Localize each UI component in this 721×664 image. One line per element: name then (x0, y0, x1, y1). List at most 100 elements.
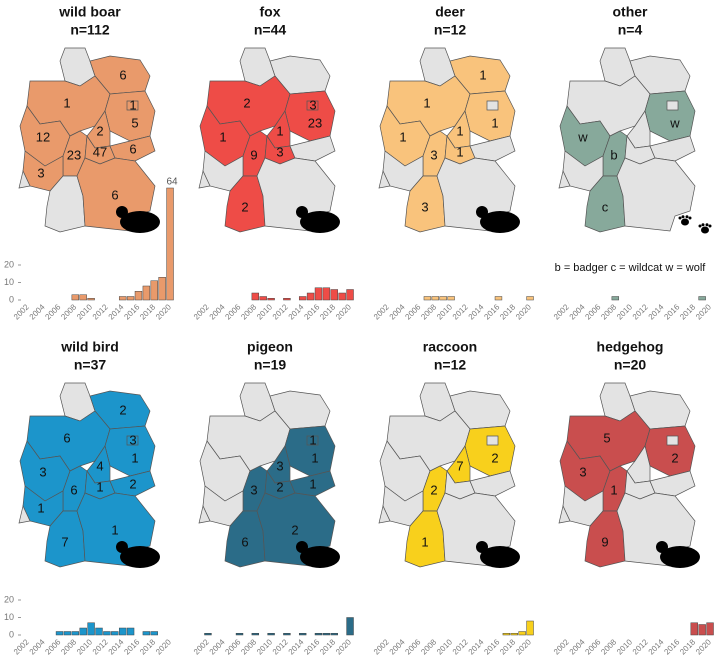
panel-subtitle: n=44 (254, 22, 287, 38)
state (18, 169, 31, 189)
state (558, 504, 571, 524)
bar (706, 622, 714, 636)
state (464, 425, 516, 477)
x-tick-label: 2020 (514, 302, 533, 321)
state-count: 3 (579, 464, 586, 479)
x-tick-label: 2006 (223, 637, 242, 656)
state-count: 3 (250, 482, 257, 497)
state-count: 3 (129, 432, 136, 447)
x-tick-label: 2010 (615, 637, 634, 656)
x-tick-label: 2018 (318, 637, 337, 656)
x-tick-label: 2016 (662, 637, 681, 656)
bar (690, 622, 698, 636)
x-tick-label: 2004 (208, 302, 227, 321)
panel-subtitle: n=12 (434, 357, 467, 373)
x-tick-label: 2006 (583, 637, 602, 656)
state (486, 100, 499, 111)
state-count: 7 (456, 458, 463, 473)
x-tick-label: 2004 (208, 637, 227, 656)
x-tick-label: 2004 (28, 637, 47, 656)
animal-silhouette (480, 546, 520, 568)
x-tick-label: 2010 (435, 637, 454, 656)
map: 1 3 1 3 2 1 6 2 (198, 382, 336, 568)
bar (346, 617, 354, 636)
x-tick-label: 2012 (91, 637, 110, 656)
state-count: 7 (61, 534, 68, 549)
state-count: 6 (111, 187, 118, 202)
bar (111, 631, 119, 636)
state (666, 435, 679, 446)
paw-print (705, 223, 709, 227)
x-tick-label: 2008 (419, 302, 438, 321)
state-count: 3 (309, 97, 316, 112)
x-tick-label: 2008 (59, 302, 78, 321)
bar-annotation: 64 (166, 177, 178, 188)
bar (283, 633, 291, 636)
bar (118, 627, 127, 636)
state-count: 1 (96, 479, 103, 494)
state (306, 100, 319, 111)
map: 1 1 1 1 1 3 1 3 (378, 47, 516, 233)
x-tick-label: 2014 (287, 302, 306, 321)
x-tick-label: 2018 (678, 302, 697, 321)
state-count: 3 (39, 464, 46, 479)
x-tick-label: 2018 (138, 302, 157, 321)
bar (346, 289, 354, 301)
animal-silhouette (476, 206, 488, 218)
state (198, 169, 211, 189)
paw-print (681, 218, 689, 226)
animal-silhouette (296, 206, 308, 218)
x-tick-label: 2010 (255, 302, 274, 321)
bar (126, 296, 135, 301)
map: 5 3 2 1 9 (558, 382, 696, 568)
x-tick-label: 2014 (287, 637, 306, 656)
x-tick-label: 2006 (43, 302, 62, 321)
x-tick-label: 2004 (388, 637, 407, 656)
state (18, 504, 31, 524)
state-count: b (610, 147, 617, 162)
state (378, 504, 391, 524)
state-count: 6 (129, 141, 136, 156)
x-tick-label: 2006 (403, 302, 422, 321)
x-tick-label: 2010 (75, 302, 94, 321)
x-tick-label: 2020 (154, 302, 173, 321)
bar (235, 633, 244, 636)
x-tick-label: 2020 (514, 637, 533, 656)
state-count: c (602, 199, 609, 214)
state-count: 3 (421, 199, 428, 214)
bar (526, 620, 534, 636)
bar (103, 631, 111, 636)
state-count: 1 (423, 95, 430, 110)
state (126, 435, 139, 446)
bar (314, 287, 323, 301)
state (666, 100, 679, 111)
bar (267, 633, 275, 636)
y-tick-label: 0 (9, 294, 14, 304)
bar (158, 277, 166, 301)
x-tick-label: 2016 (122, 637, 141, 656)
x-tick-label: 2020 (694, 302, 713, 321)
panel-title: deer (435, 4, 465, 20)
state-count: 1 (111, 522, 118, 537)
x-tick-label: 2016 (302, 302, 321, 321)
map: 2 6 1 3 4 3 1 6 2 1 7 1 (18, 382, 156, 568)
panel-title: raccoon (423, 339, 477, 355)
bar (338, 292, 346, 301)
state-count: 12 (36, 129, 50, 144)
bar (126, 627, 135, 636)
x-tick-label: 2008 (599, 637, 618, 656)
x-tick-label: 2004 (388, 302, 407, 321)
paw-print (688, 216, 692, 220)
y-tick-label: 20 (4, 259, 14, 269)
panel-title: other (613, 4, 649, 20)
state-count: 1 (479, 67, 486, 82)
state (378, 169, 391, 189)
x-tick-label: 2008 (599, 302, 618, 321)
bar (502, 633, 511, 636)
x-tick-label: 2002 (552, 637, 571, 656)
x-tick-label: 2004 (28, 302, 47, 321)
x-tick-label: 2016 (302, 637, 321, 656)
animal-silhouette (116, 541, 128, 553)
